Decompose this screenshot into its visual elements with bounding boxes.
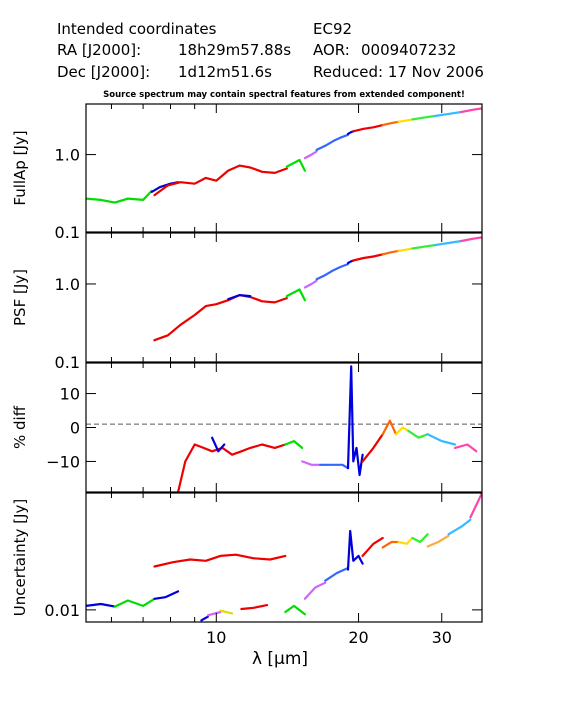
series-line-pdiff-2 bbox=[284, 440, 304, 449]
series-line-uncertainty-7 bbox=[240, 603, 269, 611]
series-line-fullap-5 bbox=[315, 133, 350, 151]
panel-frame-fullap bbox=[85, 103, 483, 233]
ytick-label-pdiff-1: 0 bbox=[70, 419, 80, 438]
xlabel: λ [μm] bbox=[252, 649, 308, 669]
ylabel-pdiff: % diff bbox=[11, 405, 29, 449]
ytick-label-uncertainty-0: 0.01 bbox=[44, 601, 80, 620]
series-line-uncertainty-12 bbox=[361, 536, 384, 558]
aor-value: 0009407232 bbox=[361, 41, 457, 59]
series-line-psf-6 bbox=[352, 253, 384, 262]
ylabel-psf: PSF [Jy] bbox=[11, 269, 29, 326]
series-line-psf-3 bbox=[303, 279, 318, 289]
series-line-fullap-2 bbox=[153, 164, 288, 197]
series-line-psf-9 bbox=[411, 244, 436, 250]
ytick-label-fullap-0: 0.1 bbox=[55, 223, 80, 242]
series-line-pdiff-5 bbox=[346, 365, 364, 477]
series-line-psf-8 bbox=[397, 247, 414, 252]
series-line-fullap-4 bbox=[303, 150, 318, 160]
series-line-pdiff-0 bbox=[177, 443, 287, 492]
series-line-uncertainty-0 bbox=[86, 602, 117, 608]
series-line-uncertainty-17 bbox=[447, 518, 472, 536]
series-line-uncertainty-16 bbox=[426, 534, 450, 548]
ra-label: RA [J2000]: bbox=[57, 41, 142, 59]
series-line-fullap-7 bbox=[352, 123, 384, 133]
extended-component-note: Source spectrum may contain spectral fea… bbox=[103, 90, 465, 100]
panel-frame-psf bbox=[85, 232, 483, 363]
ytick-label-psf-0: 0.1 bbox=[55, 353, 80, 372]
series-line-pdiff-3 bbox=[301, 460, 322, 466]
series-line-psf-7 bbox=[381, 249, 400, 256]
series-line-fullap-0 bbox=[86, 189, 153, 204]
series-line-uncertainty-8 bbox=[284, 604, 306, 616]
series-line-uncertainty-1 bbox=[113, 597, 156, 608]
series-line-psf-4 bbox=[315, 263, 350, 281]
series-line-uncertainty-9 bbox=[303, 581, 327, 600]
series-line-fullap-3 bbox=[285, 158, 306, 172]
series-line-fullap-12 bbox=[460, 107, 482, 114]
series-line-fullap-10 bbox=[411, 114, 436, 121]
panel-frame-uncertainty bbox=[85, 492, 483, 623]
ra-value: 18h29m57.88s bbox=[178, 41, 292, 59]
series-line-uncertainty-10 bbox=[324, 566, 350, 582]
series-line-uncertainty-5 bbox=[206, 610, 222, 617]
dec-label: Dec [J2000]: bbox=[57, 63, 151, 81]
series-line-pdiff-9 bbox=[407, 429, 429, 439]
panel-frame-pdiff bbox=[85, 362, 483, 493]
series-line-uncertainty-2 bbox=[153, 590, 180, 600]
series-line-uncertainty-13 bbox=[381, 540, 400, 549]
series-line-pdiff-10 bbox=[426, 433, 457, 446]
intended-coordinates-label: Intended coordinates bbox=[57, 20, 217, 38]
series-line-psf-1 bbox=[227, 294, 252, 301]
series-line-uncertainty-4 bbox=[200, 615, 209, 622]
reduced-date: Reduced: 17 Nov 2006 bbox=[313, 63, 484, 81]
xtick-label-1: 20 bbox=[348, 628, 368, 647]
series-line-psf-10 bbox=[433, 239, 463, 247]
series-line-pdiff-8 bbox=[394, 426, 410, 436]
series-line-fullap-9 bbox=[397, 118, 414, 123]
xtick-label-0: 10 bbox=[206, 628, 226, 647]
series-line-uncertainty-11 bbox=[346, 529, 364, 571]
series-line-uncertainty-3 bbox=[153, 553, 287, 568]
series-line-psf-0 bbox=[153, 294, 288, 342]
series-line-fullap-8 bbox=[381, 120, 400, 127]
ytick-label-pdiff-2: 10 bbox=[60, 385, 80, 404]
target-name: EC92 bbox=[313, 20, 353, 38]
series-line-uncertainty-6 bbox=[219, 609, 234, 615]
series-line-psf-2 bbox=[285, 288, 306, 302]
ylabel-fullap: FullAp [Jy] bbox=[11, 130, 29, 205]
series-line-pdiff-1 bbox=[211, 436, 226, 453]
ytick-label-pdiff-0: −10 bbox=[46, 452, 80, 471]
series-line-pdiff-6 bbox=[361, 433, 384, 463]
xtick-label-2: 30 bbox=[432, 628, 452, 647]
series-line-pdiff-4 bbox=[319, 463, 350, 470]
series-line-fullap-11 bbox=[433, 110, 463, 118]
series-line-uncertainty-15 bbox=[411, 533, 429, 544]
series-line-psf-11 bbox=[460, 236, 482, 243]
ylabel-uncertainty: Uncertainty [Jy] bbox=[11, 499, 29, 616]
series-line-uncertainty-18 bbox=[469, 493, 482, 519]
series-line-uncertainty-14 bbox=[397, 536, 414, 545]
ytick-label-fullap-1: 1.0 bbox=[55, 146, 80, 165]
series-line-pdiff-11 bbox=[453, 443, 478, 453]
ytick-label-psf-1: 1.0 bbox=[55, 275, 80, 294]
series-line-pdiff-7 bbox=[381, 419, 398, 436]
aor-label: AOR: bbox=[313, 41, 350, 59]
dec-value: 1d12m51.6s bbox=[178, 63, 272, 81]
